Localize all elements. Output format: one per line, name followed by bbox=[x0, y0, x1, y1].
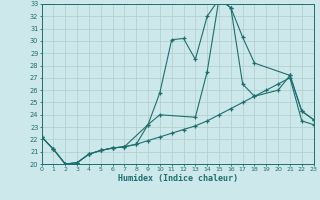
X-axis label: Humidex (Indice chaleur): Humidex (Indice chaleur) bbox=[118, 174, 237, 183]
